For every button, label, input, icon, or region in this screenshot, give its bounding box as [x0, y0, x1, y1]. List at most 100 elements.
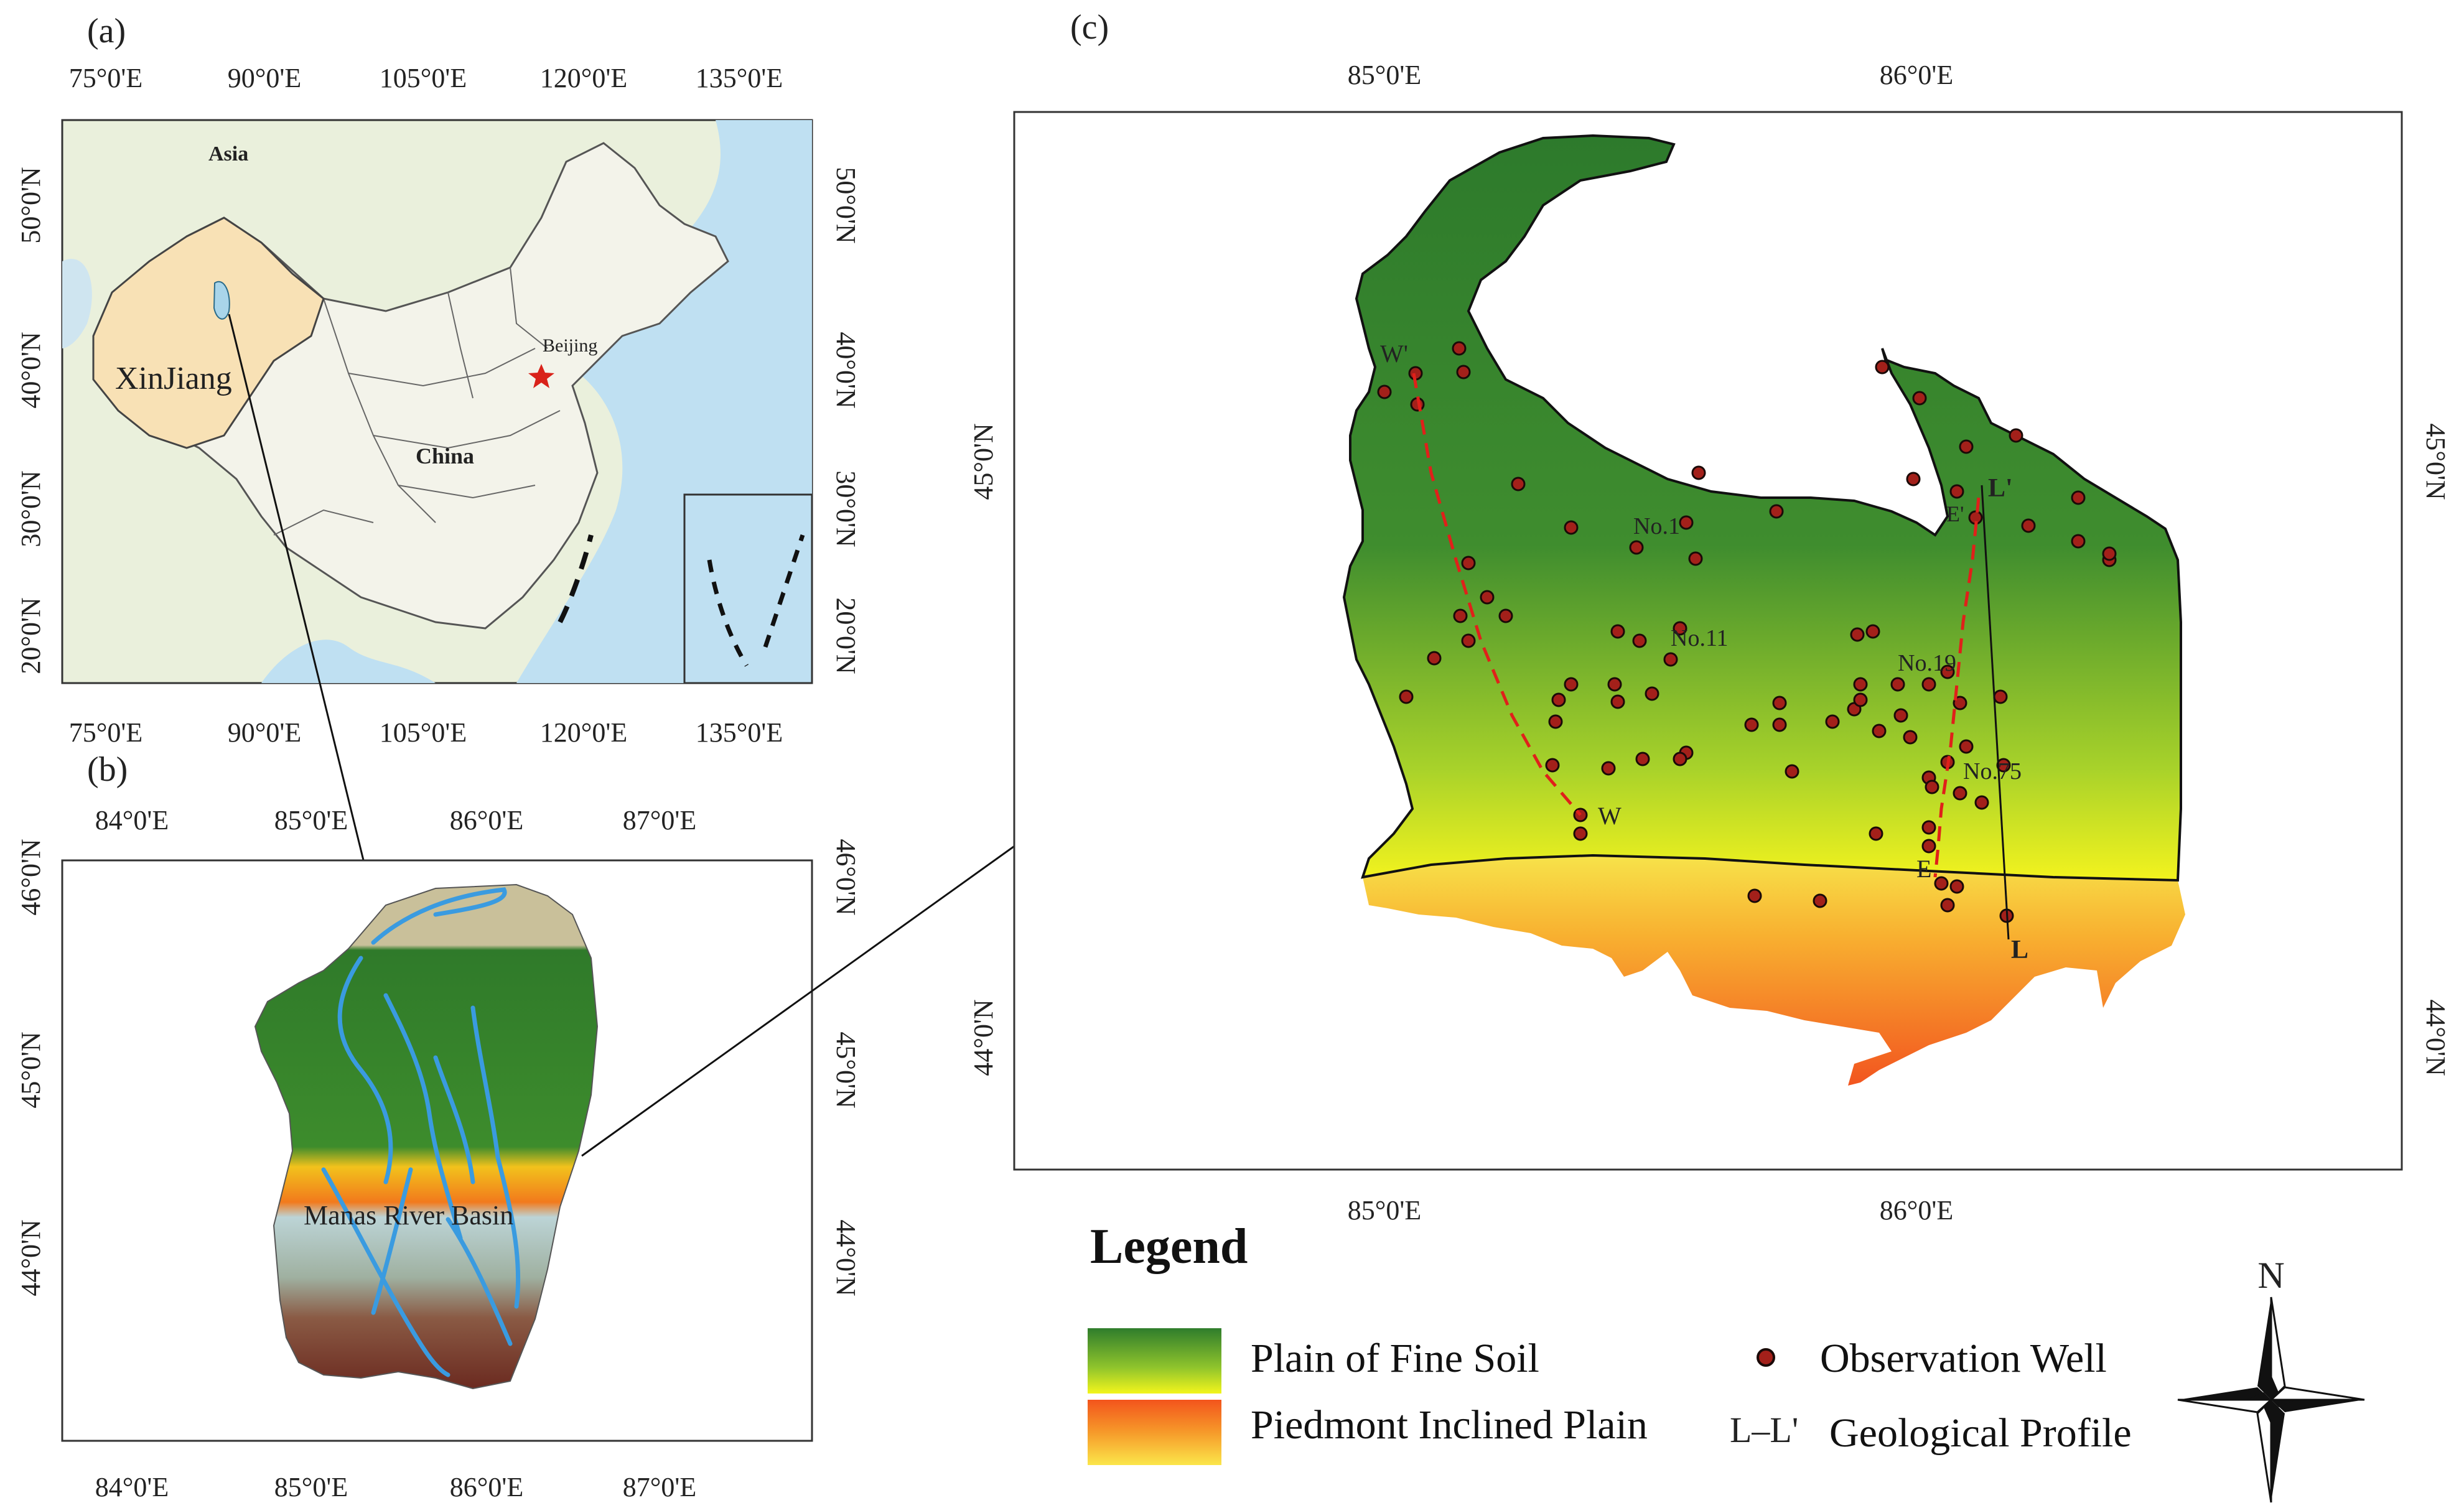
tick: 44°0'N	[831, 1219, 861, 1296]
panel-c-left-ticks: 45°0'N 44°0'N	[968, 423, 999, 1076]
observation-well	[1769, 504, 1784, 519]
tick: 87°0'E	[623, 1472, 696, 1502]
arrow-a-to-b	[228, 314, 383, 923]
tick: 20°0'N	[831, 597, 861, 674]
observation-well	[2021, 518, 2036, 533]
tick: 30°0'N	[16, 470, 46, 547]
observation-well	[1869, 826, 1883, 841]
observation-well	[1453, 608, 1468, 623]
observation-well	[1564, 677, 1579, 692]
observation-well	[1679, 515, 1694, 530]
well-label: No.75	[1963, 758, 2022, 784]
observation-well	[1564, 520, 1579, 535]
well-label: No.11	[1671, 625, 1729, 651]
panel-a-frame: Asia Beijing China XinJiang	[61, 119, 813, 684]
observation-well	[1853, 677, 1868, 692]
tick: 50°0'N	[831, 167, 861, 243]
observation-well	[1551, 692, 1566, 707]
xinjiang-region	[92, 216, 325, 449]
compass-rose-icon	[2177, 1296, 2365, 1503]
label-xinjiang: XinJiang	[115, 361, 232, 396]
tick: 105°0'E	[380, 717, 467, 748]
observation-well	[2071, 490, 2086, 505]
observation-well	[1456, 365, 1471, 379]
beijing-star-icon	[528, 364, 554, 388]
observation-well	[1996, 758, 2011, 773]
observation-well	[1601, 761, 1616, 776]
observation-well	[1772, 717, 1787, 732]
legend-well-symbol	[1757, 1348, 1775, 1367]
observation-well	[2102, 546, 2117, 561]
observation-well	[1744, 717, 1759, 732]
observation-well	[1853, 692, 1868, 707]
tick: 44°0'N	[2420, 999, 2451, 1076]
tick: 84°0'E	[95, 1472, 169, 1502]
fine-soil-plain-region	[1342, 134, 2182, 882]
tick: 40°0'N	[16, 332, 46, 408]
tick: 45°0'N	[16, 1031, 46, 1108]
tick: 45°0'N	[2420, 423, 2451, 500]
observation-well	[2071, 534, 2086, 549]
legend-title: Legend	[1090, 1219, 1248, 1274]
observation-well	[1610, 624, 1625, 639]
piedmont-plain-region	[1363, 855, 2185, 1086]
legend-label-well: Observation Well	[1820, 1336, 2107, 1381]
tick: 40°0'N	[831, 332, 861, 408]
observation-well	[1498, 608, 1513, 623]
tick: 45°0'N	[968, 423, 999, 500]
tick: 86°0'E	[1880, 60, 1953, 90]
observation-well	[1377, 384, 1392, 399]
profile-e-line	[1933, 497, 1981, 878]
observation-well	[1925, 780, 1939, 794]
tick: 135°0'E	[696, 717, 783, 748]
north-arrow-compass: N	[2177, 1255, 2365, 1503]
legend-label-fine-soil: Plain of Fine Soil	[1251, 1336, 1539, 1381]
profile-w-start-label: W'	[1380, 340, 1408, 368]
observation-well	[1813, 893, 1827, 908]
observation-well	[1875, 360, 1890, 375]
legend-profile-symbol: L–L'	[1730, 1410, 1798, 1450]
observation-well	[1850, 627, 1865, 642]
observation-well	[1921, 839, 1936, 854]
tick: 45°0'N	[831, 1031, 861, 1108]
south-china-sea-inset	[683, 493, 813, 684]
tick: 105°0'E	[380, 63, 467, 93]
panel-c-top-ticks: 85°0'E 86°0'E	[1348, 60, 1953, 90]
observation-well	[1959, 439, 1974, 454]
observation-well	[1974, 795, 1989, 810]
panel-b-right-ticks: 46°0'N 45°0'N 44°0'N	[831, 839, 861, 1296]
observation-well	[1872, 724, 1887, 738]
observation-well	[1480, 590, 1495, 605]
observation-well	[1906, 472, 1921, 486]
tick: 90°0'E	[228, 63, 301, 93]
observation-well	[1452, 341, 1467, 356]
panel-b-left-ticks: 46°0'N 45°0'N 44°0'N	[16, 839, 46, 1296]
well-label: No.1	[1633, 513, 1680, 539]
tick: 20°0'N	[16, 597, 46, 674]
observation-well	[1949, 484, 1964, 499]
observation-well	[1645, 686, 1659, 701]
tick: 85°0'E	[1348, 1195, 1421, 1226]
observation-well	[1461, 556, 1476, 570]
tick: 120°0'E	[540, 63, 627, 93]
tick: 46°0'N	[831, 839, 861, 915]
tick: 44°0'N	[16, 1219, 46, 1296]
panel-a-label: (a)	[87, 12, 126, 50]
panel-b-top-ticks: 84°0'E 85°0'E 86°0'E 87°0'E	[95, 805, 696, 835]
tick: 75°0'E	[69, 717, 142, 748]
basin-label: Manas River Basin	[304, 1200, 513, 1231]
tick: 86°0'E	[1880, 1195, 1953, 1226]
observation-well	[1940, 898, 1955, 913]
observation-well	[1890, 677, 1905, 692]
tick: 86°0'E	[450, 805, 523, 835]
panel-c-bottom-ticks: 85°0'E 86°0'E	[1348, 1195, 1953, 1226]
tick: 85°0'E	[274, 805, 348, 835]
observation-well	[1573, 826, 1588, 841]
observation-well	[1949, 879, 1964, 894]
legend-swatch-piedmont	[1088, 1400, 1221, 1465]
observation-well	[1993, 689, 2008, 704]
label-asia: Asia	[208, 142, 248, 165]
observation-well	[1893, 708, 1908, 723]
legend-label-piedmont: Piedmont Inclined Plain	[1251, 1402, 1648, 1448]
